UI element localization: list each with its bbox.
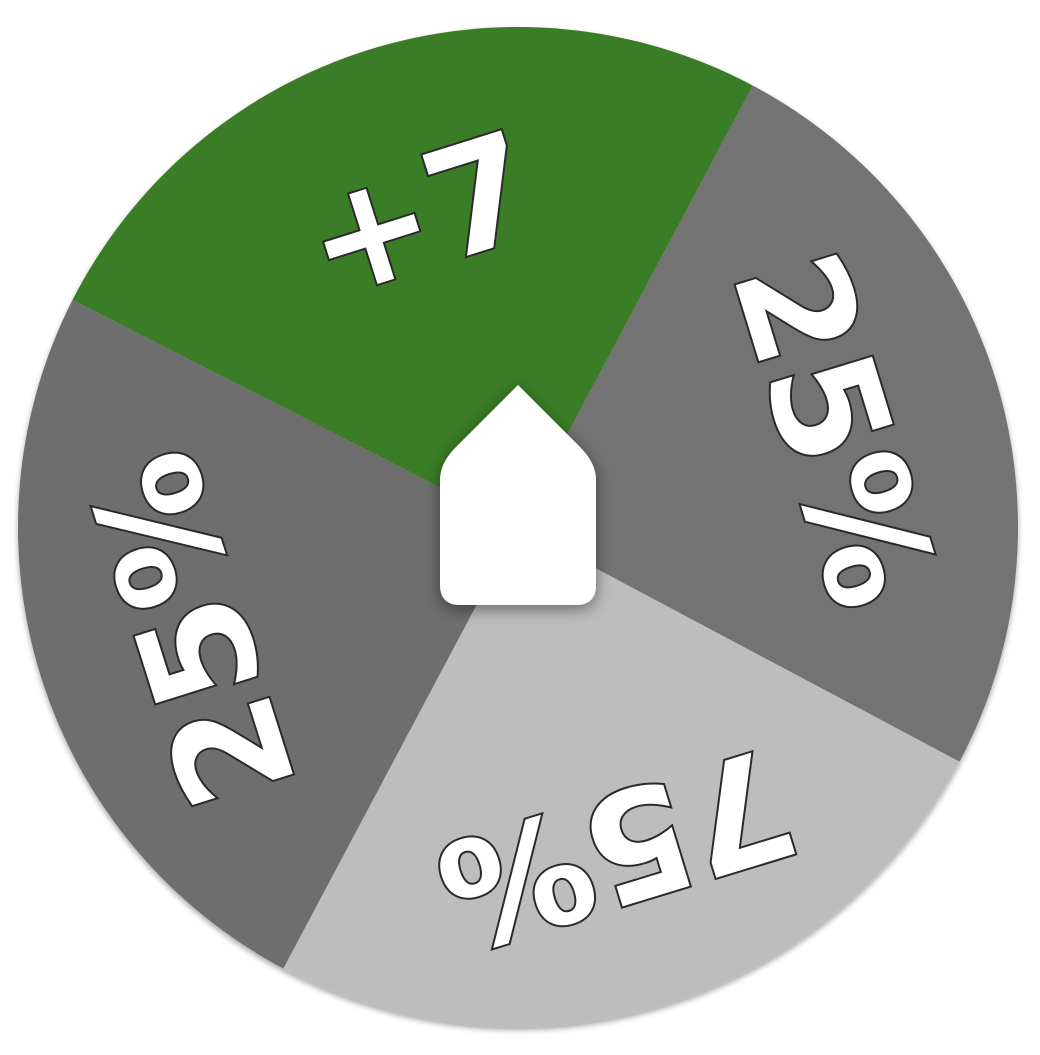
wheel-segment	[72, 26, 753, 528]
wheel-segments	[17, 26, 1019, 1028]
wheel-segment	[17, 300, 518, 969]
wheel-pointer-button[interactable]	[440, 385, 596, 605]
wheel-segment	[518, 85, 1019, 762]
wheel-segment	[283, 527, 960, 1028]
